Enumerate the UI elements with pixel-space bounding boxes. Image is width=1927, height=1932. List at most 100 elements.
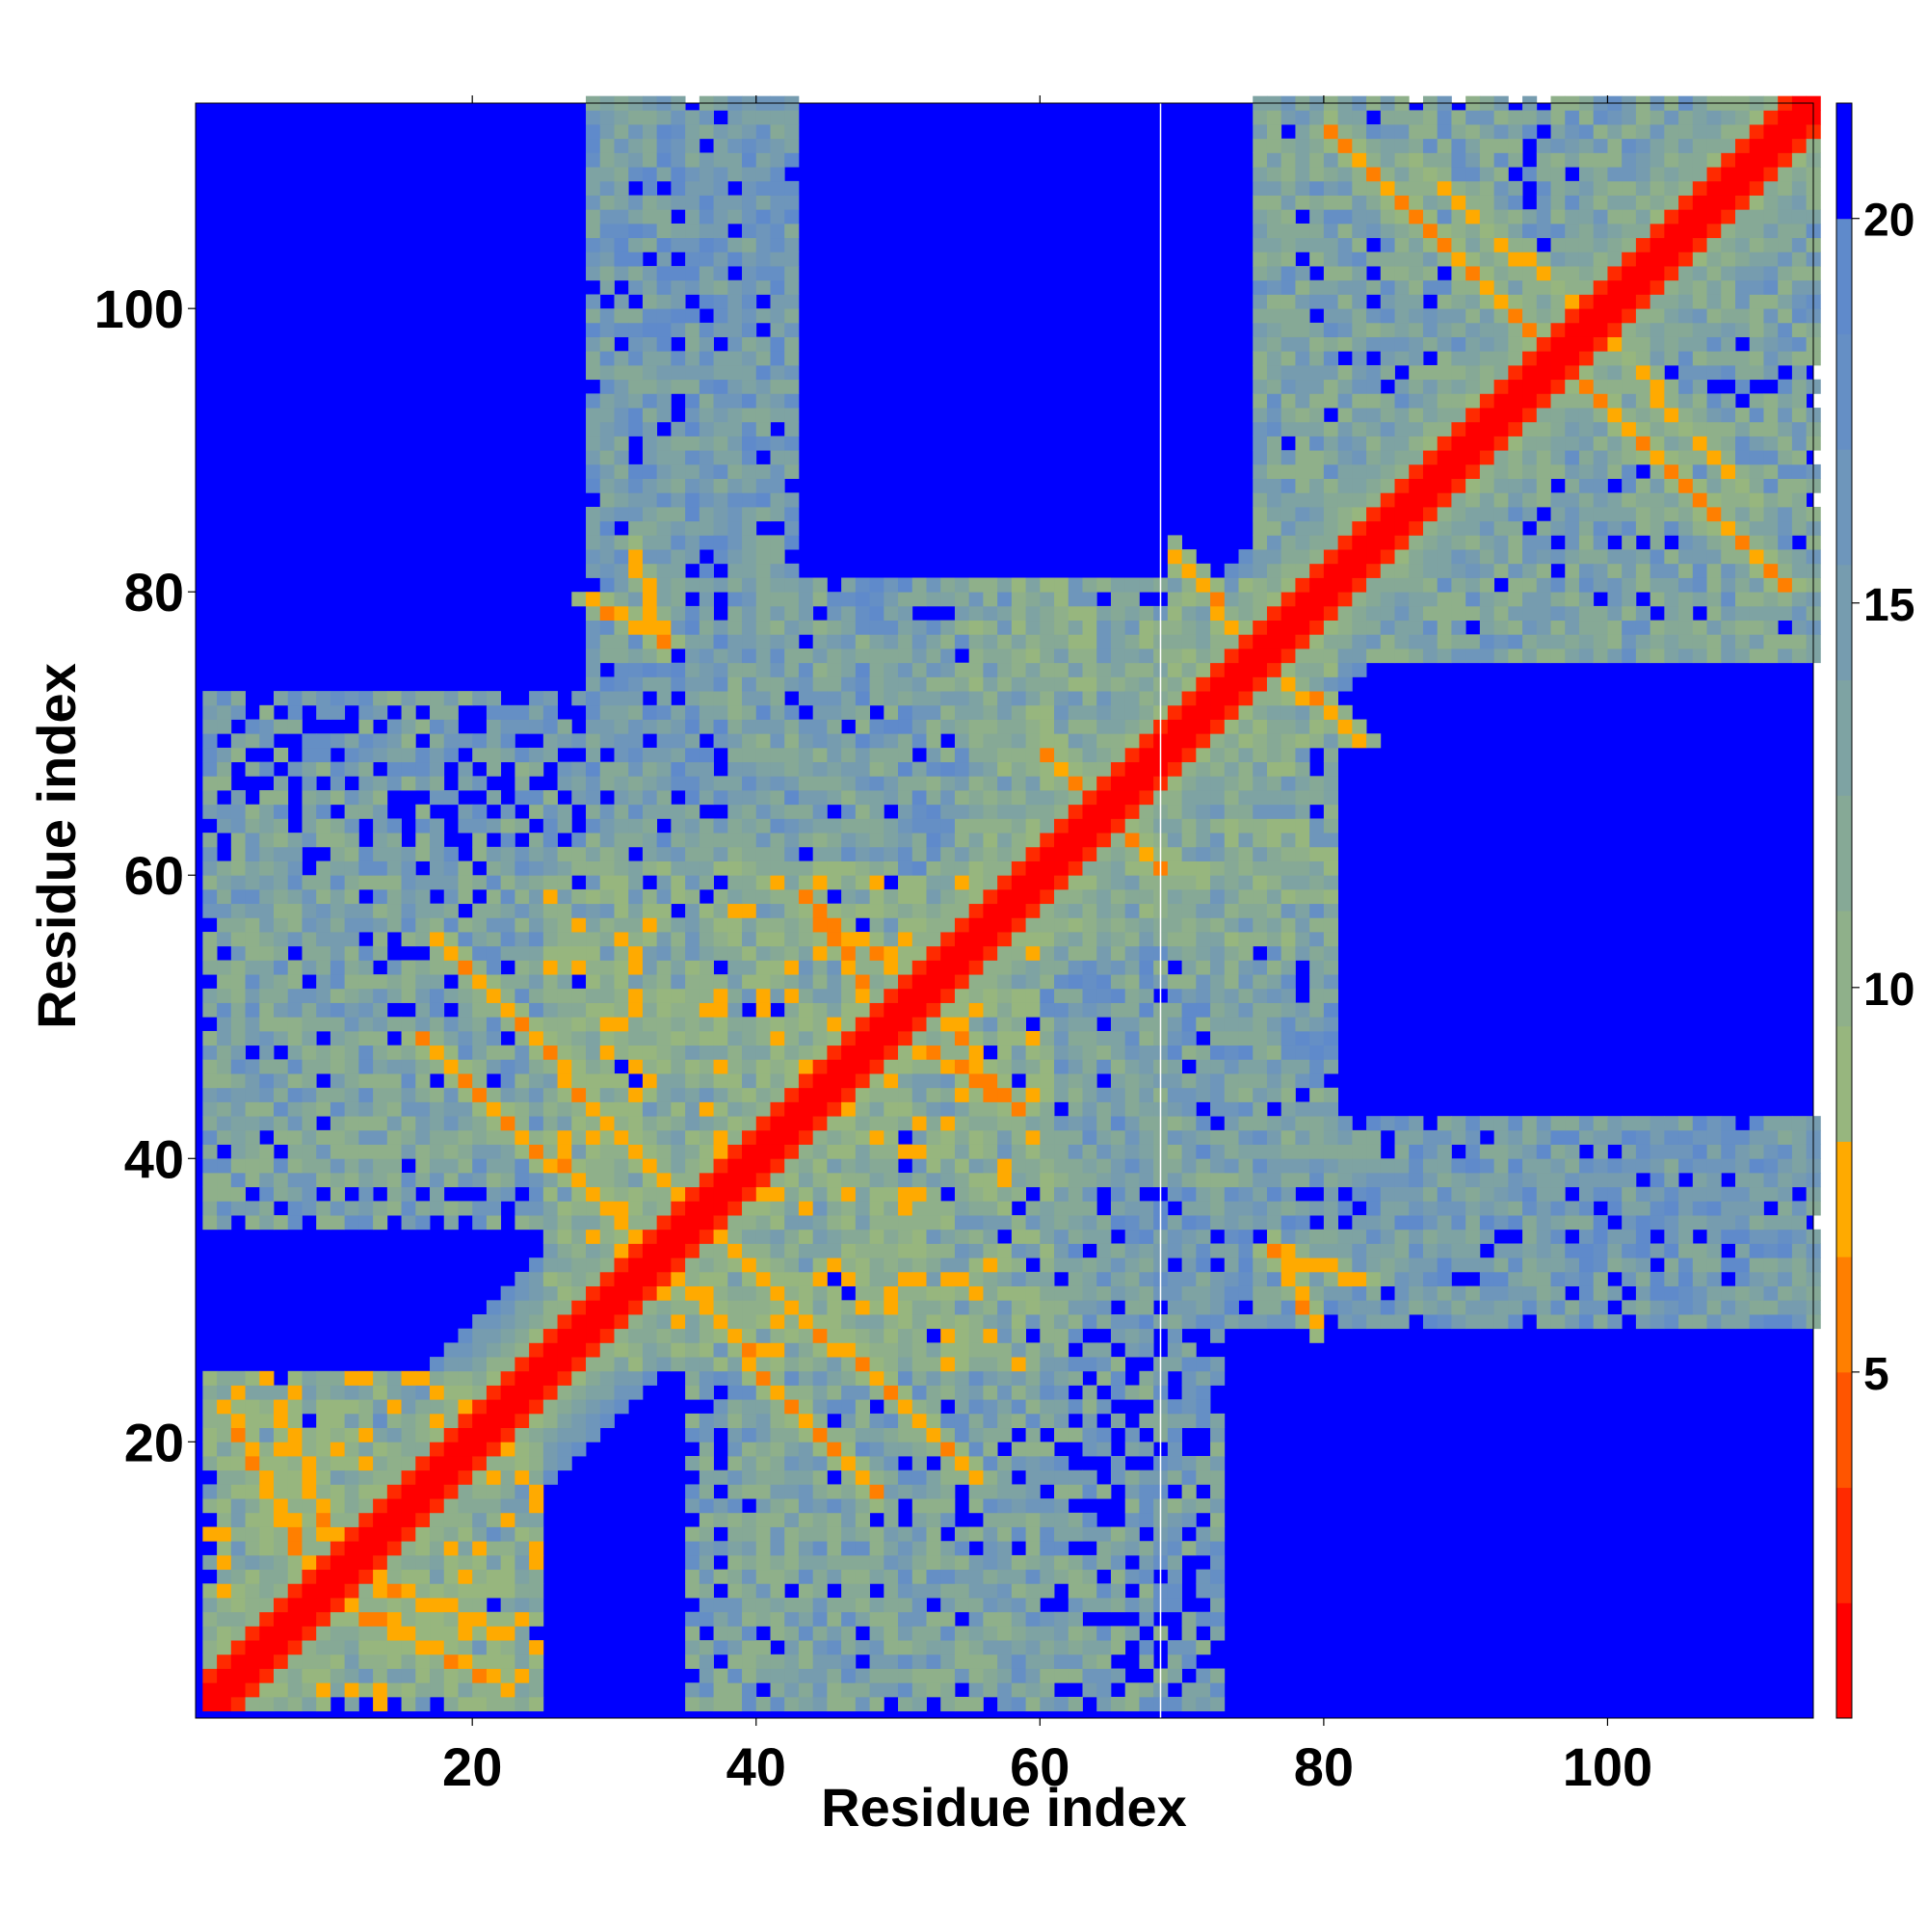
heatmap-cell xyxy=(1110,691,1126,706)
heatmap-cell xyxy=(571,1328,587,1343)
heatmap-cell xyxy=(812,1526,828,1542)
heatmap-cell xyxy=(656,1215,672,1231)
heatmap-cell xyxy=(898,1045,913,1060)
heatmap-cell xyxy=(671,266,686,281)
heatmap-cell xyxy=(940,1427,956,1442)
heatmap-cell xyxy=(713,1512,728,1527)
heatmap-cell xyxy=(1124,860,1140,876)
heatmap-cell xyxy=(515,1158,530,1174)
heatmap-cell xyxy=(685,1073,700,1089)
heatmap-cell xyxy=(386,1456,402,1471)
heatmap-cell xyxy=(699,1073,714,1089)
heatmap-cell xyxy=(259,790,275,806)
heatmap-cell xyxy=(1082,1073,1097,1089)
heatmap-cell xyxy=(230,1087,246,1102)
heatmap-cell xyxy=(642,124,658,140)
heatmap-cell xyxy=(685,1385,700,1400)
heatmap-cell xyxy=(770,634,785,649)
heatmap-cell xyxy=(330,1201,346,1216)
heatmap-cell xyxy=(940,1300,956,1315)
heatmap-cell xyxy=(599,180,615,196)
heatmap-cell xyxy=(586,648,601,664)
heatmap-cell xyxy=(415,1101,431,1117)
heatmap-cell xyxy=(1096,1144,1112,1159)
heatmap-cell xyxy=(571,1229,587,1244)
heatmap-cell xyxy=(386,1554,402,1571)
heatmap-cell xyxy=(1025,1229,1041,1244)
heatmap-cell xyxy=(898,1611,913,1627)
heatmap-cell xyxy=(911,1611,927,1627)
heatmap-cell xyxy=(1167,1696,1182,1712)
heatmap-cell xyxy=(1139,1314,1154,1330)
heatmap-cell xyxy=(1167,776,1182,791)
heatmap-cell xyxy=(202,1186,218,1202)
heatmap-cell xyxy=(642,945,658,961)
heatmap-cell xyxy=(430,974,445,990)
heatmap-cell xyxy=(869,1469,884,1485)
heatmap-cell xyxy=(230,1144,246,1159)
heatmap-cell xyxy=(713,463,728,479)
heatmap-cell xyxy=(287,860,303,876)
heatmap-cell xyxy=(542,1158,558,1174)
heatmap-cell xyxy=(727,436,743,451)
heatmap-cell xyxy=(1110,1158,1126,1174)
heatmap-cell xyxy=(742,1668,757,1683)
heatmap-cell xyxy=(415,747,431,763)
heatmap-cell xyxy=(287,1682,303,1698)
heatmap-cell xyxy=(727,463,743,479)
heatmap-cell xyxy=(1025,1442,1041,1457)
heatmap-cell xyxy=(614,463,629,479)
heatmap-cell xyxy=(869,1087,884,1102)
heatmap-cell xyxy=(401,1201,416,1216)
heatmap-cell xyxy=(1011,1129,1026,1145)
heatmap-cell xyxy=(1096,1696,1112,1712)
heatmap-cell xyxy=(1110,676,1126,692)
heatmap-cell xyxy=(755,1144,771,1159)
heatmap-cell xyxy=(230,1541,246,1556)
heatmap-cell xyxy=(1040,932,1055,947)
heatmap-cell xyxy=(742,351,757,366)
heatmap-cell xyxy=(401,1498,416,1514)
heatmap-cell xyxy=(656,733,672,749)
heatmap-cell xyxy=(386,860,402,876)
heatmap-cell xyxy=(542,1073,558,1089)
heatmap-cell xyxy=(373,1427,388,1442)
heatmap-cell xyxy=(968,974,984,990)
heatmap-cell xyxy=(628,563,644,578)
heatmap-cell xyxy=(798,1059,814,1074)
heatmap-cell xyxy=(217,818,232,834)
heatmap-cell xyxy=(515,903,530,918)
heatmap-cell xyxy=(458,1569,473,1584)
heatmap-cell xyxy=(1068,747,1083,763)
heatmap-cell xyxy=(500,1073,515,1089)
heatmap-cell xyxy=(245,945,260,961)
heatmap-cell xyxy=(1068,860,1083,876)
heatmap-cell xyxy=(671,1229,686,1244)
heatmap-cell xyxy=(954,1030,970,1046)
heatmap-cell xyxy=(614,1087,629,1102)
heatmap-cell xyxy=(642,308,658,324)
heatmap-cell xyxy=(699,266,714,281)
heatmap-cell xyxy=(1167,1598,1182,1613)
heatmap-cell xyxy=(1124,1512,1140,1527)
heatmap-cell xyxy=(911,776,927,791)
heatmap-cell xyxy=(230,932,246,947)
heatmap-cell xyxy=(274,1583,289,1599)
heatmap-cell xyxy=(330,1626,346,1641)
heatmap-cell xyxy=(855,974,870,990)
heatmap-cell xyxy=(1040,1144,1055,1159)
heatmap-cell xyxy=(330,1186,346,1202)
heatmap-cell xyxy=(614,790,629,806)
heatmap-cell xyxy=(401,1413,416,1429)
heatmap-cell xyxy=(1082,719,1097,734)
heatmap-cell xyxy=(373,846,388,861)
heatmap-cell xyxy=(727,804,743,819)
heatmap-cell xyxy=(898,917,913,933)
heatmap-cell xyxy=(926,1229,941,1244)
heatmap-cell xyxy=(1025,605,1041,622)
heatmap-cell xyxy=(245,1512,260,1527)
heatmap-cell xyxy=(968,1073,984,1089)
heatmap-cell xyxy=(358,1186,374,1202)
heatmap-cell xyxy=(443,1385,459,1400)
heatmap-cell xyxy=(699,1059,714,1074)
